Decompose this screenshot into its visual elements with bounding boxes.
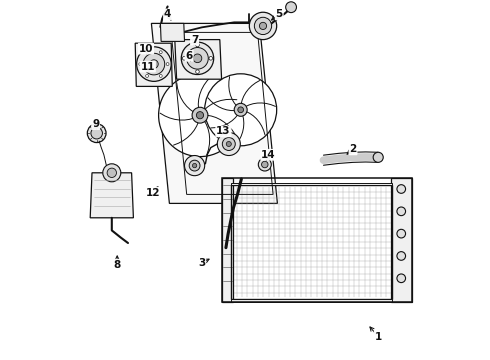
Circle shape	[159, 51, 162, 54]
Circle shape	[196, 112, 204, 119]
Text: 8: 8	[114, 260, 121, 270]
Circle shape	[217, 132, 240, 156]
Circle shape	[193, 54, 202, 63]
Circle shape	[397, 274, 406, 283]
Circle shape	[286, 2, 296, 13]
Circle shape	[139, 63, 142, 66]
Circle shape	[159, 75, 162, 77]
Bar	[231, 183, 392, 185]
Text: 6: 6	[186, 51, 193, 61]
Polygon shape	[391, 178, 412, 302]
Text: 13: 13	[216, 126, 231, 136]
Circle shape	[159, 74, 242, 157]
Text: 10: 10	[139, 44, 153, 54]
Circle shape	[249, 12, 277, 40]
Circle shape	[196, 70, 199, 73]
Text: 4: 4	[164, 9, 171, 19]
Circle shape	[149, 60, 158, 68]
Circle shape	[234, 103, 247, 116]
Circle shape	[222, 138, 235, 150]
Circle shape	[258, 158, 271, 171]
Circle shape	[397, 229, 406, 238]
Polygon shape	[175, 40, 221, 79]
Circle shape	[185, 156, 205, 176]
Circle shape	[166, 63, 169, 66]
Circle shape	[238, 107, 244, 113]
Circle shape	[196, 43, 199, 47]
Circle shape	[143, 53, 165, 75]
Text: 2: 2	[349, 144, 357, 154]
Circle shape	[103, 164, 121, 182]
Circle shape	[87, 124, 106, 143]
Text: 5: 5	[275, 9, 283, 19]
Bar	[231, 299, 392, 302]
Circle shape	[397, 185, 406, 193]
Polygon shape	[90, 173, 133, 218]
Circle shape	[373, 152, 383, 162]
Text: 12: 12	[146, 188, 160, 198]
Circle shape	[397, 252, 406, 260]
Circle shape	[182, 57, 186, 60]
Circle shape	[397, 207, 406, 216]
Circle shape	[192, 107, 208, 123]
Polygon shape	[231, 185, 392, 299]
Circle shape	[181, 42, 214, 75]
Circle shape	[254, 17, 271, 35]
Text: 9: 9	[92, 119, 99, 129]
Text: 7: 7	[191, 35, 198, 45]
Circle shape	[91, 127, 102, 139]
Circle shape	[146, 51, 148, 54]
Circle shape	[189, 160, 200, 171]
Polygon shape	[160, 23, 185, 41]
Text: 1: 1	[374, 332, 382, 342]
Circle shape	[107, 168, 117, 177]
Text: 14: 14	[261, 150, 276, 160]
Circle shape	[226, 141, 231, 147]
Circle shape	[146, 75, 148, 77]
Text: 3: 3	[198, 258, 205, 268]
Polygon shape	[151, 23, 277, 203]
Text: 11: 11	[141, 62, 155, 72]
Circle shape	[209, 57, 213, 60]
Circle shape	[262, 161, 268, 168]
Circle shape	[205, 74, 277, 146]
Polygon shape	[222, 178, 233, 302]
Circle shape	[259, 22, 267, 30]
Circle shape	[193, 163, 197, 168]
Polygon shape	[135, 43, 172, 86]
Circle shape	[187, 48, 208, 69]
Circle shape	[137, 47, 171, 81]
